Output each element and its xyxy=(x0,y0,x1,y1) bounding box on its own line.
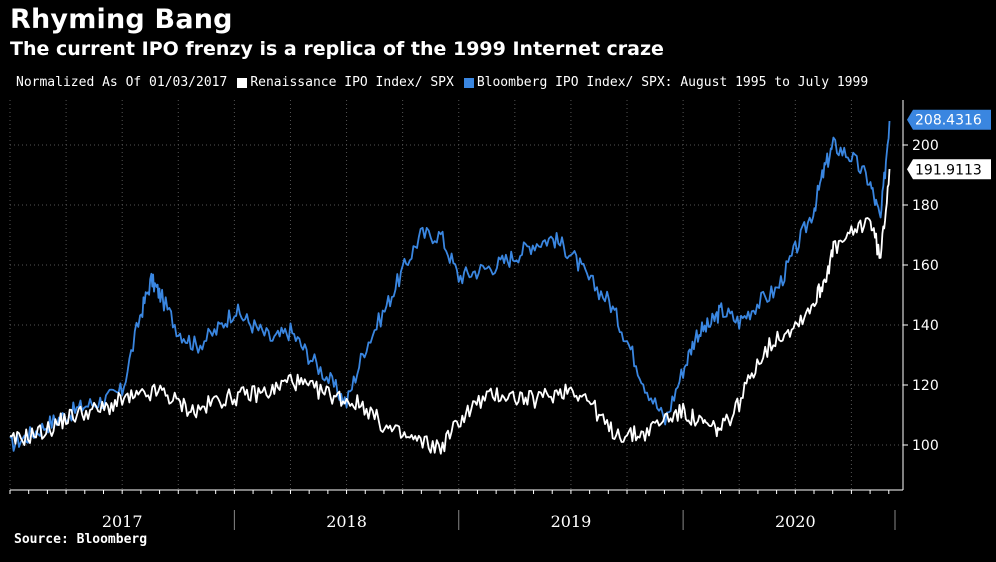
y-tick-label: 200 xyxy=(912,138,939,154)
y-tick-label: 160 xyxy=(912,258,939,274)
y-tick-label: 100 xyxy=(912,438,939,454)
source-note: Source: Bloomberg xyxy=(14,532,148,547)
series-line-renaissance xyxy=(9,168,891,455)
last-value-label-bloomberg: 208.4316 xyxy=(907,109,991,130)
x-tick-label: 2018 xyxy=(326,512,367,531)
legend: Normalized As Of 01/03/2017 Renaissance … xyxy=(16,75,868,90)
y-tick-label: 180 xyxy=(912,198,939,214)
last-value-box xyxy=(907,159,991,180)
chart-title: Rhyming Bang xyxy=(10,4,233,35)
y-tick-label: 120 xyxy=(912,378,939,394)
legend-swatch-blue xyxy=(463,77,474,88)
last-value-box xyxy=(907,109,991,130)
x-tick-label: 2019 xyxy=(551,512,592,531)
last-value-text: 208.4316 xyxy=(915,113,982,129)
last-value-label-renaissance: 191.9113 xyxy=(907,159,991,180)
legend-entry-bloomberg: Bloomberg IPO Index/ SPX: August 1995 to… xyxy=(476,75,869,90)
x-tick-label: 2017 xyxy=(102,512,143,531)
y-tick-label: 140 xyxy=(912,318,939,334)
x-tick-label: 2020 xyxy=(775,512,816,531)
legend-note: Normalized As Of 01/03/2017 xyxy=(16,75,228,90)
legend-entry-renaissance: Renaissance IPO Index/ SPX xyxy=(250,75,454,90)
chart-subtitle: The current IPO frenzy is a replica of t… xyxy=(10,38,664,60)
last-value-text: 191.9113 xyxy=(915,162,982,178)
series-line-bloomberg xyxy=(9,120,891,452)
legend-swatch-white xyxy=(237,77,248,88)
